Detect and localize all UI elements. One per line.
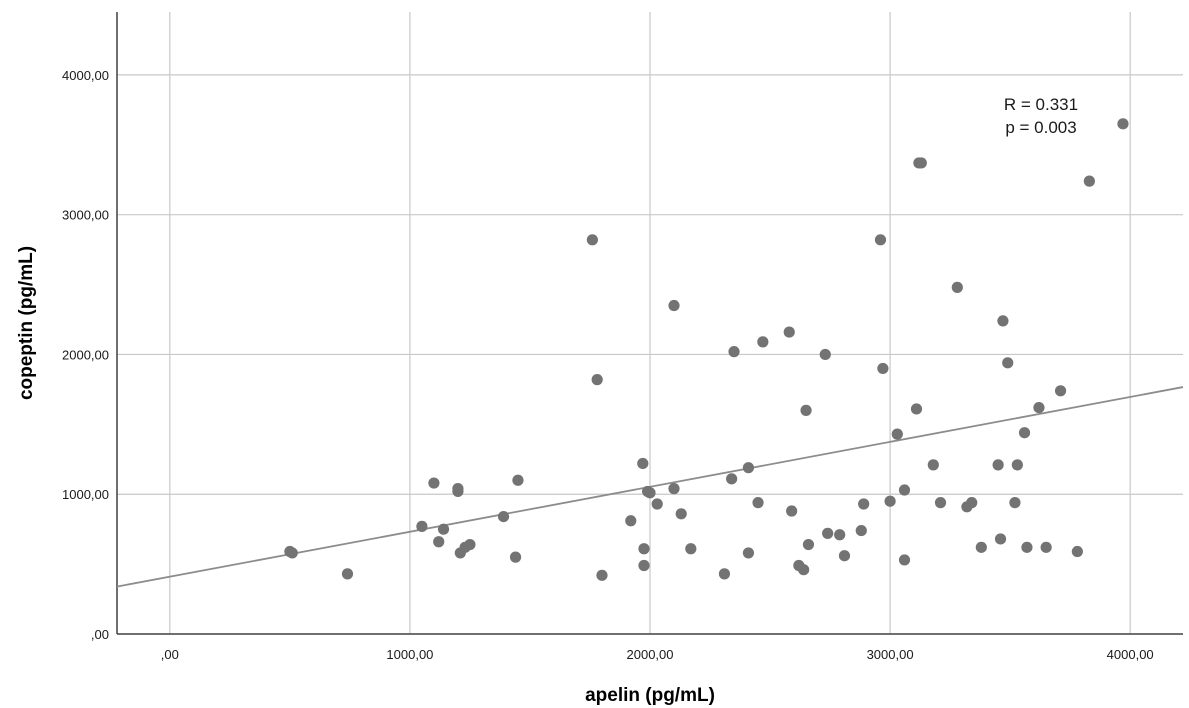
data-point [638, 543, 650, 555]
data-point [884, 495, 896, 507]
data-point [891, 428, 903, 440]
data-point [464, 538, 476, 551]
data-point [834, 529, 846, 541]
data-point [838, 550, 851, 562]
data-point [994, 533, 1007, 545]
y-tick-label: 1000,00 [62, 487, 109, 502]
data-point [1083, 175, 1095, 187]
data-point [625, 515, 637, 527]
x-tick-label: 2000,00 [627, 647, 674, 662]
data-point [416, 520, 428, 532]
data-point [798, 564, 810, 576]
x-tick-label: 4000,00 [1107, 647, 1154, 662]
data-point [685, 543, 697, 555]
data-point [638, 559, 650, 572]
data-point [855, 524, 867, 537]
y-tick-label: 4000,00 [62, 68, 109, 83]
data-point [1117, 118, 1129, 130]
data-point [1011, 459, 1023, 471]
data-point [874, 234, 887, 246]
data-point [783, 326, 795, 338]
data-point [742, 462, 755, 474]
data-point [728, 346, 740, 358]
data-point [1021, 541, 1033, 553]
data-point [898, 554, 911, 566]
data-point [452, 485, 464, 498]
data-point [802, 538, 815, 551]
data-point [858, 498, 870, 510]
data-point [596, 569, 608, 581]
data-point [497, 510, 510, 523]
data-point [726, 473, 738, 485]
data-point [877, 362, 889, 375]
data-point [341, 568, 354, 580]
data-points [284, 118, 1129, 581]
data-point [675, 508, 687, 520]
y-tick-label: 2000,00 [62, 347, 109, 362]
axes [116, 12, 1183, 635]
y-tick-label: ,00 [91, 627, 109, 642]
data-point [437, 523, 450, 535]
data-point [966, 497, 978, 509]
data-point [668, 483, 680, 495]
data-point [512, 474, 524, 486]
data-point [819, 348, 831, 361]
data-point [1018, 427, 1031, 439]
correlation-annotation: R = 0.331 [1004, 95, 1078, 114]
data-point [1033, 401, 1045, 414]
data-point [927, 459, 939, 471]
data-point [1054, 385, 1067, 397]
data-point [800, 404, 812, 416]
data-point [742, 547, 755, 559]
data-point [586, 234, 598, 246]
y-tick-labels: ,00 1000,00 2000,00 3000,00 4000,00 [62, 68, 109, 642]
data-point [668, 299, 680, 312]
data-point [752, 497, 764, 509]
data-point [822, 527, 834, 539]
x-tick-label: ,00 [161, 647, 179, 662]
data-point [992, 459, 1004, 471]
data-point [1040, 541, 1052, 553]
data-point [637, 457, 649, 470]
y-axis-title: copeptin (pg/mL) [16, 246, 37, 400]
data-point [1002, 357, 1014, 369]
data-point [757, 336, 769, 348]
data-point [898, 484, 911, 496]
data-point [975, 541, 987, 553]
data-point [910, 403, 923, 415]
data-point [997, 315, 1009, 327]
data-point [1071, 545, 1083, 558]
x-axis-title: apelin (pg/mL) [585, 685, 715, 706]
data-point [651, 498, 663, 510]
data-point [1009, 497, 1021, 509]
data-point [718, 568, 731, 580]
p-value-annotation: p = 0.003 [1005, 118, 1076, 137]
x-tick-label: 1000,00 [386, 647, 433, 662]
data-point [428, 477, 440, 489]
y-tick-label: 3000,00 [62, 208, 109, 223]
data-point [644, 487, 656, 499]
data-point [286, 547, 298, 559]
data-point [951, 281, 963, 293]
x-tick-label: 3000,00 [867, 647, 914, 662]
data-point [433, 536, 445, 548]
data-point [786, 505, 798, 517]
x-tick-labels: ,00 1000,00 2000,00 3000,00 4000,00 [161, 647, 1154, 662]
data-point [509, 551, 522, 563]
data-point [591, 374, 603, 386]
data-point [915, 157, 927, 169]
data-point [934, 497, 947, 509]
